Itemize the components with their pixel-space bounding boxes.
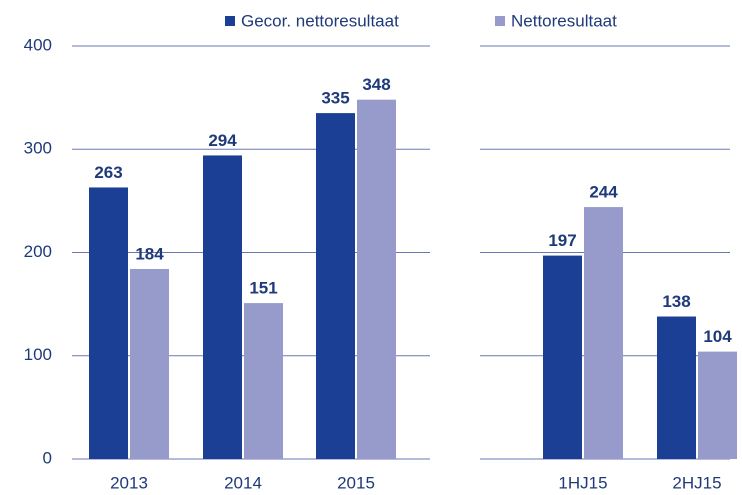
value-label: 335 — [321, 89, 349, 108]
value-label: 197 — [548, 231, 576, 250]
x-tick-label: 1HJ15 — [558, 473, 607, 492]
bar — [130, 269, 169, 459]
value-label: 138 — [662, 292, 690, 311]
x-tick-label: 2015 — [337, 473, 375, 492]
value-label: 184 — [135, 245, 164, 264]
x-tick-label: 2014 — [224, 473, 262, 492]
value-label: 104 — [703, 327, 732, 346]
value-label: 294 — [208, 131, 237, 150]
bar — [657, 316, 696, 459]
value-label: 151 — [249, 279, 277, 298]
value-label: 348 — [362, 75, 390, 94]
legend-swatch — [495, 16, 505, 26]
y-tick-label: 200 — [24, 242, 52, 261]
value-label: 263 — [94, 163, 122, 182]
bar — [203, 155, 242, 459]
y-tick-label: 400 — [24, 35, 52, 54]
legend-label: Nettoresultaat — [511, 11, 617, 30]
y-tick-label: 0 — [43, 448, 52, 467]
bar — [543, 255, 582, 459]
bar — [698, 351, 737, 459]
legend-label: Gecor. nettoresultaat — [241, 11, 399, 30]
y-tick-label: 300 — [24, 139, 52, 158]
bar — [244, 303, 283, 459]
bar — [357, 99, 396, 459]
x-tick-label: 2013 — [110, 473, 148, 492]
value-label: 244 — [589, 183, 618, 202]
legend-swatch — [225, 16, 235, 26]
x-tick-label: 2HJ15 — [672, 473, 721, 492]
y-tick-label: 100 — [24, 345, 52, 364]
bar — [316, 113, 355, 460]
bar — [89, 187, 128, 459]
bar — [584, 207, 623, 459]
